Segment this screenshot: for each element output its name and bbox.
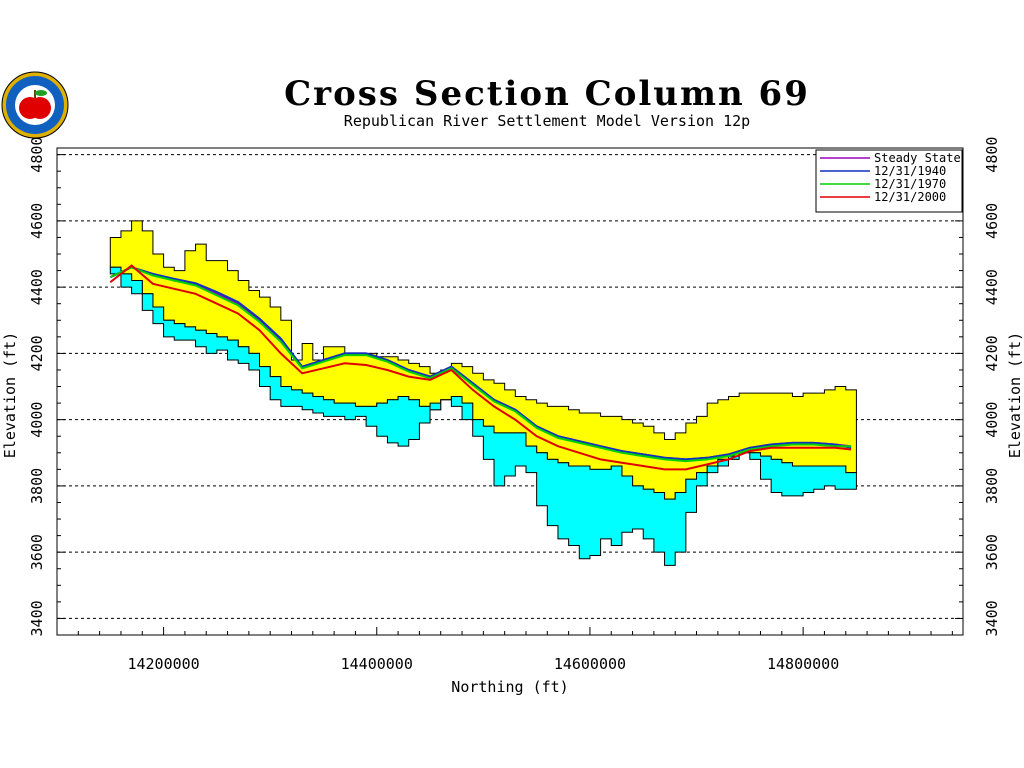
y-tick-label-right: 3400 xyxy=(983,600,1001,636)
x-tick-label: 14600000 xyxy=(554,655,626,673)
plot-area: 14200000 14400000 14600000 14800000 3400 3400… xyxy=(28,137,1001,673)
y-tick-label-left: 4000 xyxy=(28,402,46,438)
y-tick-label-left: 4600 xyxy=(28,203,46,239)
series-line-1 xyxy=(109,266,852,461)
series-line-2 xyxy=(109,266,852,463)
y-tick-label-right: 4800 xyxy=(983,137,1001,173)
y-tick-label-left: 4400 xyxy=(28,269,46,305)
y-tick-label-right: 4400 xyxy=(983,269,1001,305)
chart-subtitle: Republican River Settlement Model Versio… xyxy=(344,112,750,130)
y-tick-label-left: 4800 xyxy=(28,137,46,173)
apple-leaf-icon xyxy=(35,90,47,96)
x-axis-label: Northing (ft) xyxy=(451,678,568,696)
y-axis-label-right: Elevation (ft) xyxy=(1006,332,1024,458)
legend: Steady State12/31/194012/31/197012/31/20… xyxy=(815,149,963,213)
apple-icon-right xyxy=(29,97,51,119)
y-tick-label-left: 3400 xyxy=(28,600,46,636)
y-tick-label-left: 3800 xyxy=(28,468,46,504)
y-axis-label-left: Elevation (ft) xyxy=(1,332,19,458)
legend-label: 12/31/1970 xyxy=(874,177,946,191)
head-lines xyxy=(109,264,852,471)
y-tick-label-right: 4600 xyxy=(983,203,1001,239)
seal-logo xyxy=(1,71,69,139)
band-lower xyxy=(109,266,857,566)
apple-stem-icon xyxy=(34,90,36,98)
axes: 14200000 14400000 14600000 14800000 3400 3400… xyxy=(28,137,1001,673)
legend-label: Steady State xyxy=(874,151,961,165)
x-tick-label: 14400000 xyxy=(341,655,413,673)
y-tick-label-right: 3600 xyxy=(983,534,1001,570)
legend-label: 12/31/1940 xyxy=(874,164,946,178)
legend-box xyxy=(815,149,963,213)
y-tick-label-left: 3600 xyxy=(28,534,46,570)
y-tick-label-right: 4200 xyxy=(983,335,1001,371)
series-line-3 xyxy=(109,264,852,471)
y-tick-label-left: 4200 xyxy=(28,335,46,371)
legend-label: 12/31/2000 xyxy=(874,190,946,204)
y-tick-label-right: 3800 xyxy=(983,468,1001,504)
plot-frame xyxy=(56,147,964,636)
x-tick-label: 14800000 xyxy=(767,655,839,673)
chart-title: Cross Section Column 69 xyxy=(284,74,810,114)
y-tick-label-right: 4000 xyxy=(983,402,1001,438)
x-tick-label: 14200000 xyxy=(127,655,199,673)
